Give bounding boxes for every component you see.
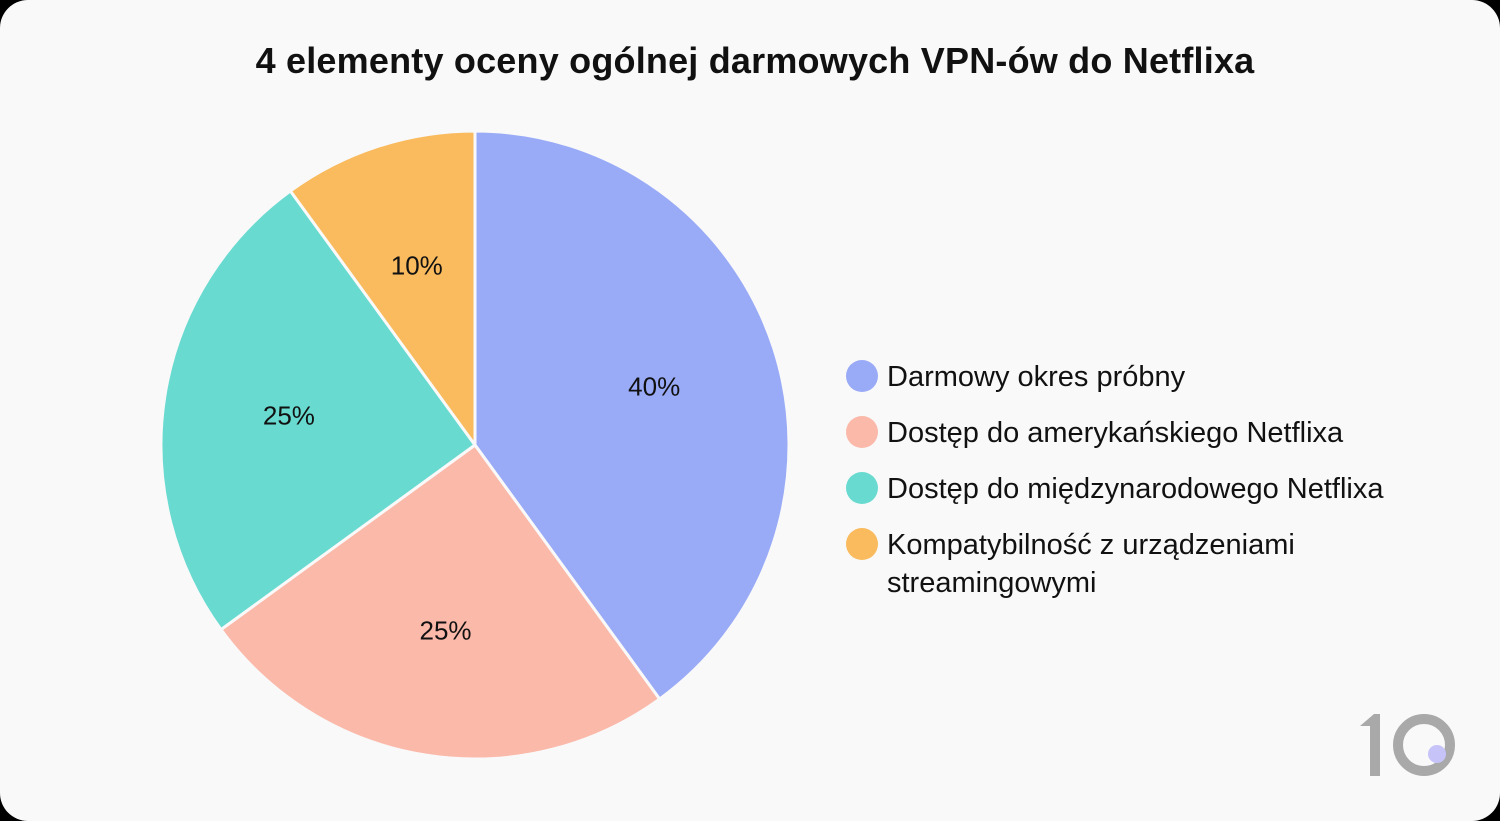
- slice-label: 40%: [628, 371, 681, 402]
- legend-item: Dostęp do międzynarodowego Netflixa: [846, 470, 1447, 508]
- legend-item: Kompatybilność z urządzeniami streamingo…: [846, 526, 1447, 602]
- legend-swatch: [846, 360, 878, 392]
- slice-label: 25%: [419, 615, 472, 646]
- pie-slice: [159, 188, 478, 632]
- slice-label: 10%: [390, 250, 443, 281]
- brand-logo-icon: [1360, 714, 1455, 776]
- legend-item: Dostęp do amerykańskiego Netflixa: [846, 414, 1447, 452]
- legend-swatch: [846, 472, 878, 504]
- pie-slice: [288, 129, 477, 450]
- pie-slice: [473, 129, 791, 702]
- legend-swatch: [846, 416, 878, 448]
- slice-label: 25%: [262, 400, 315, 431]
- legend-item: Darmowy okres próbny: [846, 358, 1447, 396]
- chart-title: 4 elementy oceny ogólnej darmowych VPN-ó…: [255, 40, 1255, 81]
- legend-swatch: [846, 528, 878, 560]
- legend: Darmowy okres próbny Dostęp do amerykańs…: [846, 358, 1447, 620]
- pie-slice: [218, 442, 662, 761]
